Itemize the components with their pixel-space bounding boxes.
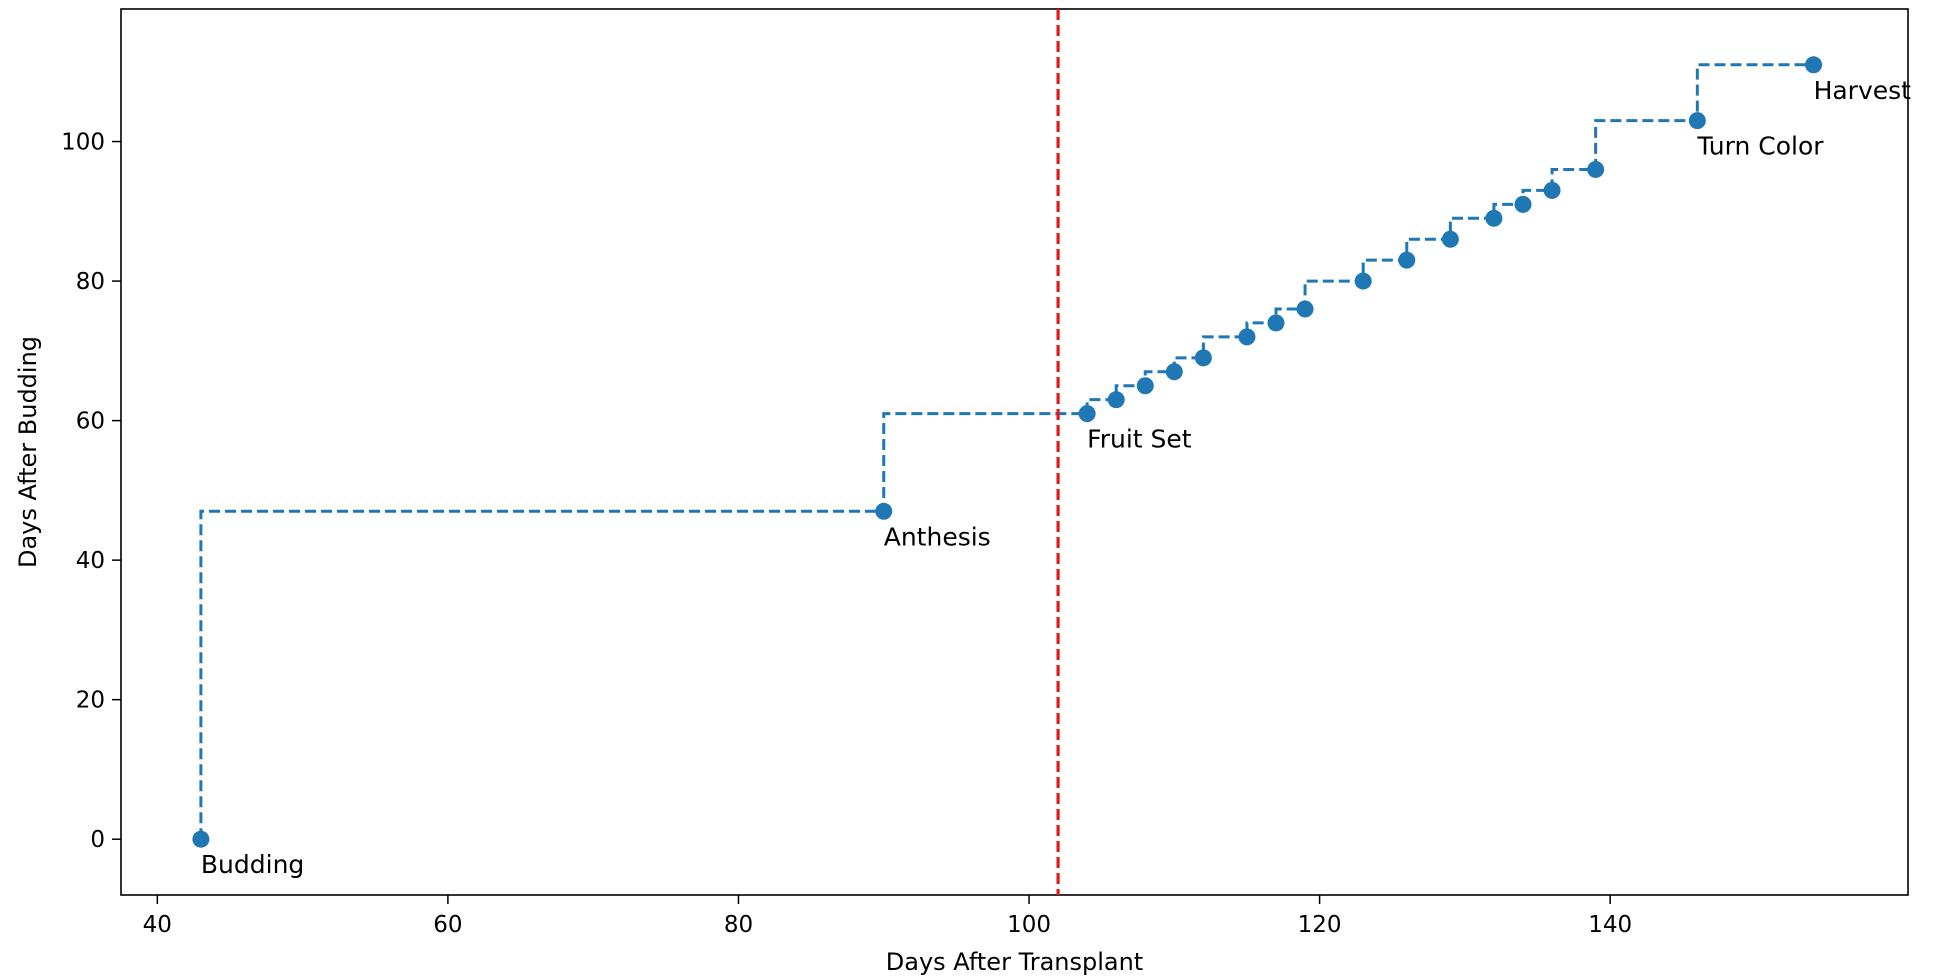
annotation-label: Harvest xyxy=(1814,76,1912,105)
axis-ticks: 40 60 80 100 120 140 0 20 40 60 80 100 xyxy=(61,130,1632,938)
data-point xyxy=(1441,230,1459,248)
data-point xyxy=(1136,377,1154,395)
y-axis-label: Days After Budding xyxy=(14,336,42,568)
data-point xyxy=(1398,251,1416,269)
data-point xyxy=(1543,181,1561,199)
data-point xyxy=(1165,363,1183,381)
x-tick-label: 40 xyxy=(143,912,172,938)
data-point xyxy=(1238,328,1256,346)
data-point xyxy=(1194,349,1212,367)
annotation-label: Anthesis xyxy=(884,522,991,551)
data-point xyxy=(1514,195,1532,213)
data-point xyxy=(192,830,210,848)
annotation-label: Fruit Set xyxy=(1087,425,1192,454)
data-point xyxy=(1078,405,1096,423)
x-tick-label: 60 xyxy=(433,912,462,938)
x-tick-label: 140 xyxy=(1588,912,1632,938)
data-point xyxy=(1107,391,1125,409)
y-tick-label: 60 xyxy=(76,409,105,435)
plot-frame xyxy=(120,8,1909,896)
data-point xyxy=(1587,160,1605,178)
data-point xyxy=(1354,272,1372,290)
annotation-label: Turn Color xyxy=(1696,132,1824,161)
data-point xyxy=(1296,300,1314,318)
plot-area: Budding Anthesis Fruit Set Turn Color Harves… xyxy=(120,8,1912,896)
y-tick-label: 40 xyxy=(76,548,105,574)
step-line xyxy=(199,63,1814,840)
x-tick-label: 80 xyxy=(724,912,753,938)
annotation-label: Budding xyxy=(201,850,304,879)
x-axis-label: Days After Transplant xyxy=(886,948,1143,976)
y-tick-label: 100 xyxy=(61,130,105,156)
data-point xyxy=(875,502,893,520)
data-point xyxy=(1688,112,1706,130)
data-point xyxy=(1485,209,1503,227)
x-tick-label: 100 xyxy=(1007,912,1051,938)
x-tick-label: 120 xyxy=(1298,912,1342,938)
data-point xyxy=(1267,314,1285,332)
y-tick-label: 20 xyxy=(76,688,105,714)
y-tick-label: 80 xyxy=(76,269,105,295)
y-tick-label: 0 xyxy=(90,827,105,853)
data-point xyxy=(1805,56,1823,74)
